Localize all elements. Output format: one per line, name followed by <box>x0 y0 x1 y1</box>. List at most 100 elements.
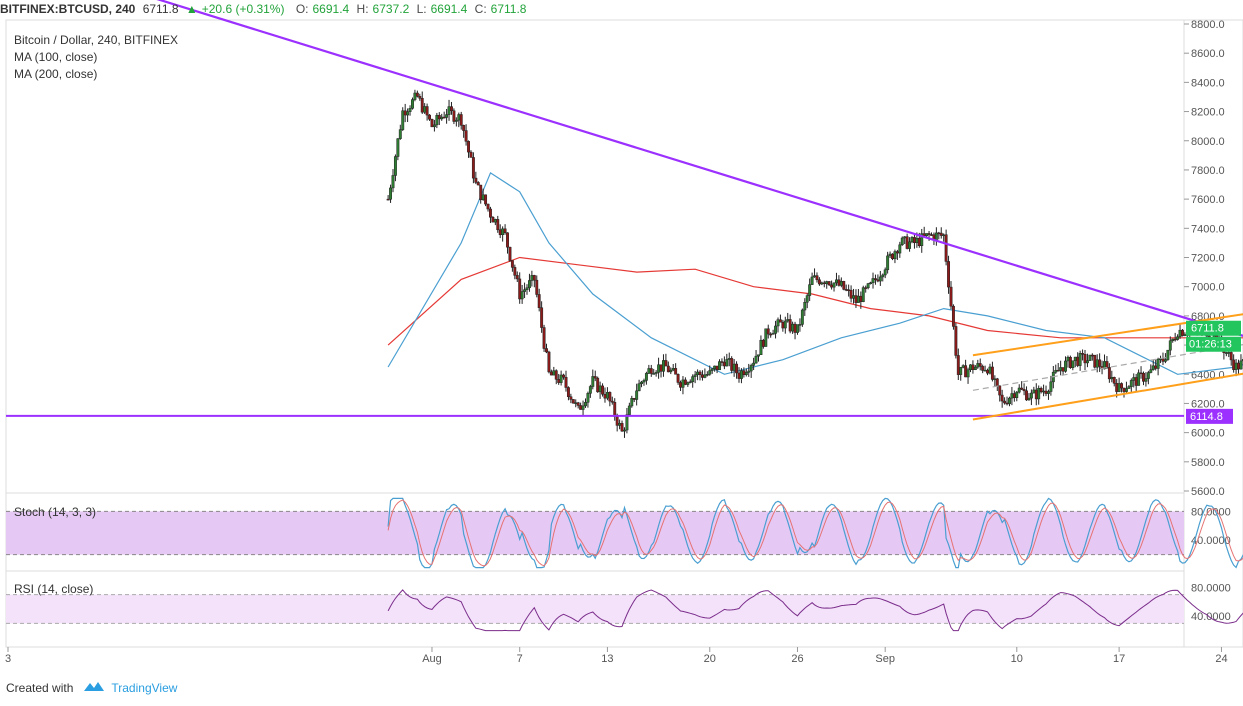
candle[interactable] <box>508 246 512 261</box>
candle[interactable] <box>686 382 690 385</box>
candle[interactable] <box>949 286 953 307</box>
candle[interactable] <box>732 363 736 371</box>
candle[interactable] <box>708 370 712 375</box>
candle[interactable] <box>542 327 546 349</box>
candle[interactable] <box>969 364 972 371</box>
candle[interactable] <box>859 295 863 302</box>
candle[interactable] <box>905 236 909 249</box>
candle[interactable] <box>637 383 641 392</box>
candle[interactable] <box>830 284 834 288</box>
candle[interactable] <box>720 361 724 363</box>
candle[interactable] <box>817 279 821 285</box>
candle[interactable] <box>1081 353 1085 355</box>
candle[interactable] <box>981 366 985 371</box>
candle[interactable] <box>754 355 758 364</box>
candle[interactable] <box>1061 367 1065 372</box>
candle[interactable] <box>759 339 763 355</box>
candle[interactable] <box>1093 354 1097 368</box>
candle[interactable] <box>776 319 780 327</box>
candle[interactable] <box>430 119 434 128</box>
candle[interactable] <box>406 111 410 116</box>
candle[interactable] <box>474 177 478 183</box>
candle[interactable] <box>401 110 405 130</box>
candle[interactable] <box>462 125 466 131</box>
candle[interactable] <box>1137 372 1141 386</box>
candle[interactable] <box>476 182 480 186</box>
candle[interactable] <box>1173 338 1177 341</box>
candle[interactable] <box>1037 387 1041 400</box>
candle[interactable] <box>598 385 602 393</box>
candle[interactable] <box>608 392 612 402</box>
candle[interactable] <box>934 232 938 241</box>
candle[interactable] <box>471 157 475 179</box>
candle[interactable] <box>1027 397 1031 401</box>
candle[interactable] <box>1227 352 1231 354</box>
candle[interactable] <box>1025 390 1028 401</box>
candle[interactable] <box>664 360 668 367</box>
candle[interactable] <box>976 363 980 368</box>
candle[interactable] <box>788 319 792 332</box>
candle[interactable] <box>1003 400 1007 404</box>
candle[interactable] <box>1083 354 1087 364</box>
candle[interactable] <box>435 115 439 126</box>
candle[interactable] <box>1107 367 1111 380</box>
candle[interactable] <box>484 194 488 205</box>
candle[interactable] <box>545 348 548 353</box>
candle[interactable] <box>425 106 429 116</box>
candle[interactable] <box>493 219 497 223</box>
candle[interactable] <box>389 187 393 200</box>
candle[interactable] <box>1151 365 1155 370</box>
candle[interactable] <box>605 392 609 399</box>
candle[interactable] <box>744 372 748 376</box>
candle[interactable] <box>552 370 556 376</box>
candle[interactable] <box>771 333 775 335</box>
candle[interactable] <box>839 281 843 286</box>
candle[interactable] <box>437 115 441 120</box>
candle[interactable] <box>900 237 904 246</box>
candle[interactable] <box>564 376 568 388</box>
candle[interactable] <box>805 295 809 303</box>
candle[interactable] <box>1047 391 1050 394</box>
candle[interactable] <box>1224 352 1228 354</box>
candle[interactable] <box>627 405 631 415</box>
candle[interactable] <box>557 379 561 383</box>
candle[interactable] <box>623 429 626 432</box>
candle[interactable] <box>1017 387 1021 393</box>
candle[interactable] <box>1098 359 1102 367</box>
candle[interactable] <box>613 401 617 417</box>
candle[interactable] <box>796 324 799 333</box>
candle[interactable] <box>1039 387 1043 393</box>
candle[interactable] <box>998 385 1002 396</box>
candle[interactable] <box>852 295 855 299</box>
candle[interactable] <box>1005 402 1009 405</box>
candle[interactable] <box>722 361 726 367</box>
candle[interactable] <box>742 370 746 376</box>
candle[interactable] <box>1237 362 1240 370</box>
candle[interactable] <box>571 399 575 404</box>
candle[interactable] <box>1010 393 1014 399</box>
candle[interactable] <box>869 282 873 284</box>
candle[interactable] <box>757 354 760 357</box>
candle[interactable] <box>450 106 453 111</box>
candle[interactable] <box>813 275 816 278</box>
candle[interactable] <box>1234 362 1238 370</box>
candle[interactable] <box>891 253 894 260</box>
ma100-legend[interactable]: MA (100, close) <box>14 50 97 64</box>
candle[interactable] <box>662 360 665 372</box>
candle[interactable] <box>696 371 700 376</box>
candle[interactable] <box>535 279 539 295</box>
candle[interactable] <box>549 371 553 376</box>
candle[interactable] <box>764 328 768 347</box>
candle[interactable] <box>847 289 851 292</box>
candle[interactable] <box>1161 358 1165 362</box>
candle[interactable] <box>964 365 968 378</box>
candle[interactable] <box>917 237 921 247</box>
candle[interactable] <box>679 382 682 388</box>
candle[interactable] <box>808 284 812 296</box>
candle[interactable] <box>411 99 414 109</box>
candle[interactable] <box>479 184 483 201</box>
candle[interactable] <box>418 96 422 99</box>
candle[interactable] <box>800 309 804 325</box>
candle[interactable] <box>983 369 987 372</box>
candle[interactable] <box>647 368 651 374</box>
